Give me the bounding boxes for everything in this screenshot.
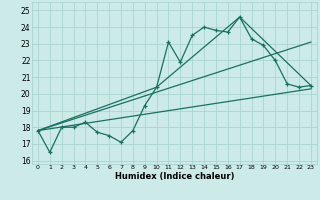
X-axis label: Humidex (Indice chaleur): Humidex (Indice chaleur)	[115, 172, 234, 181]
